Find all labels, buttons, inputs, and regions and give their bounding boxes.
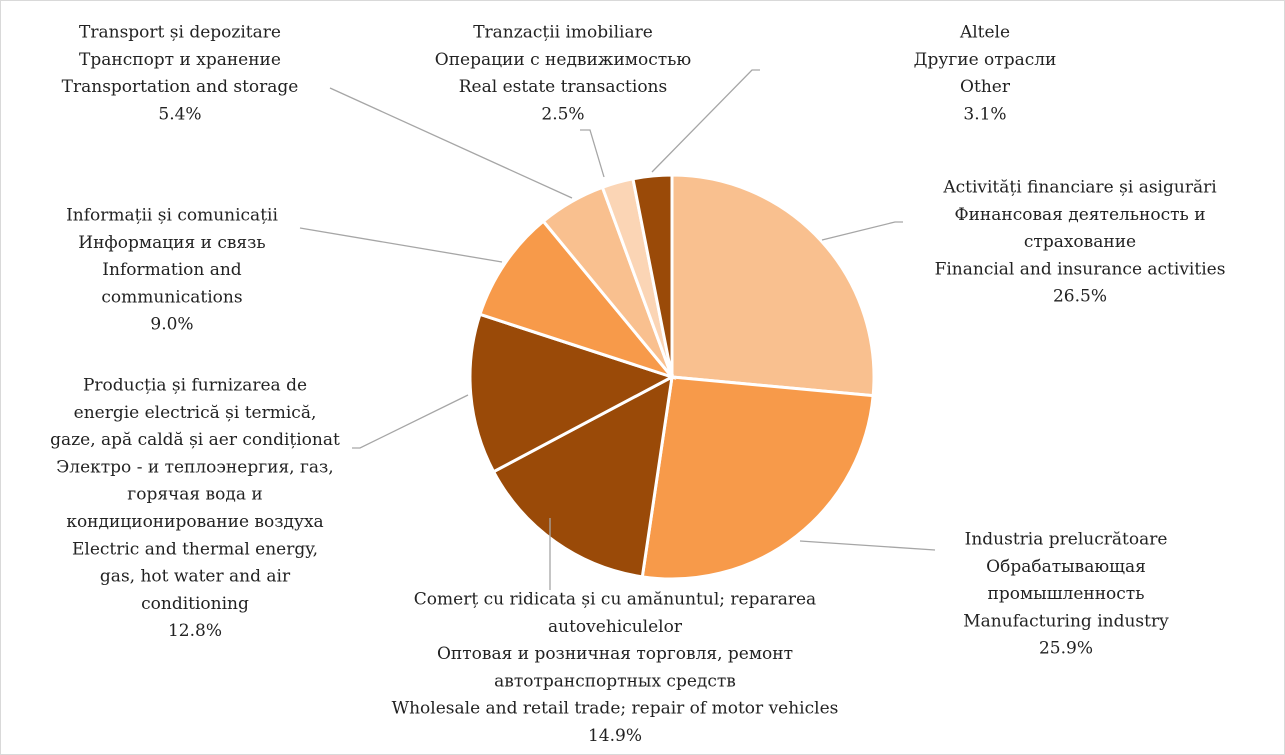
- leader-line: [821, 221, 903, 241]
- slice-label: Электро - и теплоэнергия, газ,: [56, 457, 333, 477]
- slice-label: Comerț cu ridicata și cu amănuntul; repa…: [414, 590, 816, 610]
- slice-label: communications: [101, 287, 242, 307]
- pie-slice: [478, 219, 677, 381]
- slice-label: Producția și furnizarea de: [83, 376, 307, 396]
- leader-line: [329, 87, 573, 199]
- leader-line: [799, 540, 936, 551]
- slice-label: gas, hot water and air: [100, 567, 291, 587]
- slice-label: Informații și comunicații: [66, 206, 278, 226]
- leader-line: [580, 129, 605, 178]
- leader-line: [651, 69, 760, 173]
- value-label: 12.8%: [168, 621, 222, 641]
- value-label: 2.5%: [541, 104, 584, 124]
- slice-label: Transport și depozitare: [79, 23, 281, 43]
- slice-label: Wholesale and retail trade; repair of mo…: [392, 699, 839, 719]
- slice-label: Financial and insurance activities: [935, 259, 1226, 279]
- leader-line: [299, 227, 503, 263]
- slice-label: autovehiculelor: [548, 617, 683, 637]
- slice-label: Altele: [959, 23, 1010, 43]
- slice-label: кондиционирование воздуха: [66, 512, 323, 532]
- slice-label: Финансовая деятельность и: [954, 205, 1205, 225]
- slice-label: Обрабатывающая: [986, 557, 1146, 577]
- value-label: 9.0%: [150, 315, 193, 335]
- value-label: 5.4%: [158, 104, 201, 124]
- pie-slice: [631, 173, 674, 378]
- slice-label: gaze, apă caldă și aer condiționat: [50, 430, 340, 450]
- slice-label: Manufacturing industry: [963, 611, 1169, 631]
- slice-label: Industria prelucrătoare: [965, 530, 1168, 550]
- slice-label: страхование: [1024, 232, 1136, 252]
- slice-label: Real estate transactions: [459, 77, 667, 97]
- slice-label: Транспорт и хранение: [79, 50, 281, 70]
- pie-slice: [491, 374, 674, 579]
- slice-label: промышленность: [988, 584, 1145, 604]
- slice-label: Операции с недвижимостью: [435, 50, 692, 70]
- slice-label: Tranzacții imobiliare: [473, 23, 653, 43]
- slice-label: Другие отрасли: [914, 50, 1057, 70]
- slice-label: Other: [960, 77, 1011, 97]
- slice-label: Electric and thermal energy,: [72, 539, 318, 559]
- pie-slice: [640, 375, 875, 581]
- slice-label: conditioning: [141, 594, 249, 614]
- value-label: 14.9%: [588, 726, 642, 746]
- pie-slice: [468, 312, 676, 474]
- slice-label: Оптовая и розничная торговля, ремонт: [437, 644, 793, 664]
- slice-label: Информация и связь: [78, 233, 265, 253]
- slice-label: Transportation and storage: [62, 77, 299, 97]
- slice-label: автотранспортных средств: [494, 671, 736, 691]
- pie-slice: [670, 173, 876, 398]
- slice-label: energie electrică și termică,: [74, 403, 317, 423]
- value-label: 26.5%: [1053, 287, 1107, 307]
- value-label: 3.1%: [963, 104, 1006, 124]
- leader-line: [352, 394, 469, 449]
- slice-label: Activități financiare și asigurări: [942, 178, 1217, 198]
- value-label: 25.9%: [1039, 639, 1093, 659]
- slice-label: горячая вода и: [127, 485, 262, 505]
- slice-label: Information and: [102, 260, 242, 280]
